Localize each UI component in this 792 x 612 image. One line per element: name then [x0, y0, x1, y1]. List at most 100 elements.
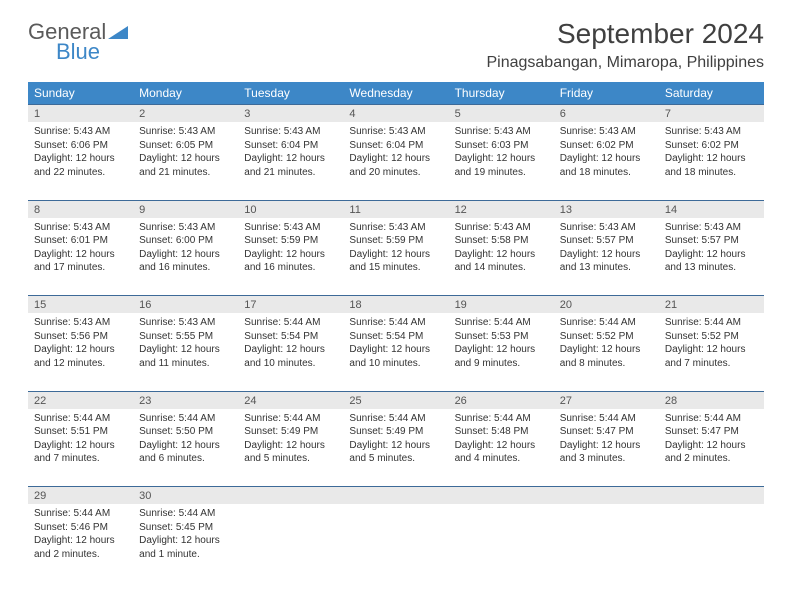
sunset: Sunset: 5:50 PM [139, 425, 232, 439]
daylight-line1: Daylight: 12 hours [139, 343, 232, 357]
sunset: Sunset: 5:49 PM [349, 425, 442, 439]
weekday-header: Sunday [28, 82, 133, 105]
day-cell: Sunrise: 5:44 AMSunset: 5:51 PMDaylight:… [28, 409, 133, 487]
day-cell: Sunrise: 5:43 AMSunset: 6:05 PMDaylight:… [133, 122, 238, 200]
day-number-row: 15161718192021 [28, 296, 764, 314]
daylight-line1: Daylight: 12 hours [34, 248, 127, 262]
sunset: Sunset: 5:53 PM [455, 330, 548, 344]
sunset: Sunset: 5:55 PM [139, 330, 232, 344]
day-number: 1 [28, 105, 133, 123]
sunset: Sunset: 5:57 PM [560, 234, 653, 248]
sunset: Sunset: 5:45 PM [139, 521, 232, 535]
day-number: 23 [133, 391, 238, 409]
sunset: Sunset: 5:52 PM [560, 330, 653, 344]
day-number: 28 [659, 391, 764, 409]
daylight-line2: and 19 minutes. [455, 166, 548, 180]
day-details: Sunrise: 5:43 AMSunset: 5:58 PMDaylight:… [449, 218, 554, 279]
day-cell [659, 504, 764, 582]
sunrise: Sunrise: 5:43 AM [560, 221, 653, 235]
day-details: Sunrise: 5:43 AMSunset: 6:04 PMDaylight:… [343, 122, 448, 183]
title-block: September 2024 Pinagsabangan, Mimaropa, … [486, 18, 764, 72]
day-number-row: 1234567 [28, 105, 764, 123]
daylight-line1: Daylight: 12 hours [665, 152, 758, 166]
sunset: Sunset: 5:58 PM [455, 234, 548, 248]
day-cell: Sunrise: 5:43 AMSunset: 5:58 PMDaylight:… [449, 218, 554, 296]
day-cell: Sunrise: 5:43 AMSunset: 5:57 PMDaylight:… [554, 218, 659, 296]
sunset: Sunset: 6:05 PM [139, 139, 232, 153]
sunrise: Sunrise: 5:44 AM [455, 316, 548, 330]
sunrise: Sunrise: 5:44 AM [34, 507, 127, 521]
day-details: Sunrise: 5:43 AMSunset: 6:00 PMDaylight:… [133, 218, 238, 279]
day-number: 9 [133, 200, 238, 218]
daylight-line1: Daylight: 12 hours [34, 439, 127, 453]
sunset: Sunset: 6:02 PM [665, 139, 758, 153]
day-number: 26 [449, 391, 554, 409]
sunrise: Sunrise: 5:43 AM [244, 125, 337, 139]
daylight-line1: Daylight: 12 hours [665, 439, 758, 453]
sunrise: Sunrise: 5:44 AM [139, 507, 232, 521]
day-cell: Sunrise: 5:44 AMSunset: 5:49 PMDaylight:… [343, 409, 448, 487]
sunset: Sunset: 5:56 PM [34, 330, 127, 344]
daylight-line1: Daylight: 12 hours [349, 248, 442, 262]
day-details: Sunrise: 5:43 AMSunset: 5:56 PMDaylight:… [28, 313, 133, 374]
daylight-line2: and 13 minutes. [665, 261, 758, 275]
sunrise: Sunrise: 5:44 AM [34, 412, 127, 426]
daylight-line1: Daylight: 12 hours [34, 152, 127, 166]
daylight-line2: and 21 minutes. [244, 166, 337, 180]
sunrise: Sunrise: 5:43 AM [139, 221, 232, 235]
day-number: 8 [28, 200, 133, 218]
weekday-header: Saturday [659, 82, 764, 105]
sunrise: Sunrise: 5:44 AM [665, 412, 758, 426]
weekday-header: Tuesday [238, 82, 343, 105]
day-number: 18 [343, 296, 448, 314]
day-number: 21 [659, 296, 764, 314]
day-cell [449, 504, 554, 582]
day-details: Sunrise: 5:44 AMSunset: 5:47 PMDaylight:… [659, 409, 764, 470]
sunset: Sunset: 6:06 PM [34, 139, 127, 153]
day-number-row: 22232425262728 [28, 391, 764, 409]
day-cell: Sunrise: 5:43 AMSunset: 5:59 PMDaylight:… [238, 218, 343, 296]
calendar-body: 1234567Sunrise: 5:43 AMSunset: 6:06 PMDa… [28, 105, 764, 583]
sunrise: Sunrise: 5:44 AM [349, 316, 442, 330]
daylight-line2: and 5 minutes. [349, 452, 442, 466]
day-number-row: 2930 [28, 487, 764, 505]
daylight-line1: Daylight: 12 hours [455, 248, 548, 262]
sunset: Sunset: 5:51 PM [34, 425, 127, 439]
calendar-page: General Blue September 2024 Pinagsabanga… [0, 0, 792, 582]
daylight-line1: Daylight: 12 hours [349, 343, 442, 357]
sunrise: Sunrise: 5:44 AM [244, 316, 337, 330]
daylight-line1: Daylight: 12 hours [560, 152, 653, 166]
day-number [238, 487, 343, 505]
day-number: 11 [343, 200, 448, 218]
day-number: 15 [28, 296, 133, 314]
daylight-line1: Daylight: 12 hours [244, 152, 337, 166]
sunset: Sunset: 5:54 PM [244, 330, 337, 344]
day-number: 24 [238, 391, 343, 409]
daylight-line1: Daylight: 12 hours [244, 439, 337, 453]
daylight-line2: and 2 minutes. [665, 452, 758, 466]
daylight-line2: and 14 minutes. [455, 261, 548, 275]
day-cell: Sunrise: 5:44 AMSunset: 5:47 PMDaylight:… [554, 409, 659, 487]
sunrise: Sunrise: 5:44 AM [560, 316, 653, 330]
sunrise: Sunrise: 5:43 AM [139, 125, 232, 139]
weekday-header-row: Sunday Monday Tuesday Wednesday Thursday… [28, 82, 764, 105]
day-details: Sunrise: 5:44 AMSunset: 5:52 PMDaylight:… [554, 313, 659, 374]
day-content-row: Sunrise: 5:44 AMSunset: 5:46 PMDaylight:… [28, 504, 764, 582]
logo-line2: Blue [28, 42, 128, 62]
day-details: Sunrise: 5:43 AMSunset: 5:57 PMDaylight:… [554, 218, 659, 279]
day-number [343, 487, 448, 505]
day-details: Sunrise: 5:44 AMSunset: 5:49 PMDaylight:… [343, 409, 448, 470]
day-cell: Sunrise: 5:44 AMSunset: 5:54 PMDaylight:… [343, 313, 448, 391]
daylight-line1: Daylight: 12 hours [34, 534, 127, 548]
day-cell: Sunrise: 5:43 AMSunset: 6:04 PMDaylight:… [238, 122, 343, 200]
day-cell: Sunrise: 5:43 AMSunset: 6:04 PMDaylight:… [343, 122, 448, 200]
daylight-line2: and 4 minutes. [455, 452, 548, 466]
day-number: 22 [28, 391, 133, 409]
day-cell: Sunrise: 5:44 AMSunset: 5:47 PMDaylight:… [659, 409, 764, 487]
daylight-line1: Daylight: 12 hours [139, 152, 232, 166]
daylight-line1: Daylight: 12 hours [244, 248, 337, 262]
sunrise: Sunrise: 5:43 AM [665, 221, 758, 235]
daylight-line2: and 9 minutes. [455, 357, 548, 371]
day-details: Sunrise: 5:43 AMSunset: 5:59 PMDaylight:… [343, 218, 448, 279]
header: General Blue September 2024 Pinagsabanga… [28, 18, 764, 72]
